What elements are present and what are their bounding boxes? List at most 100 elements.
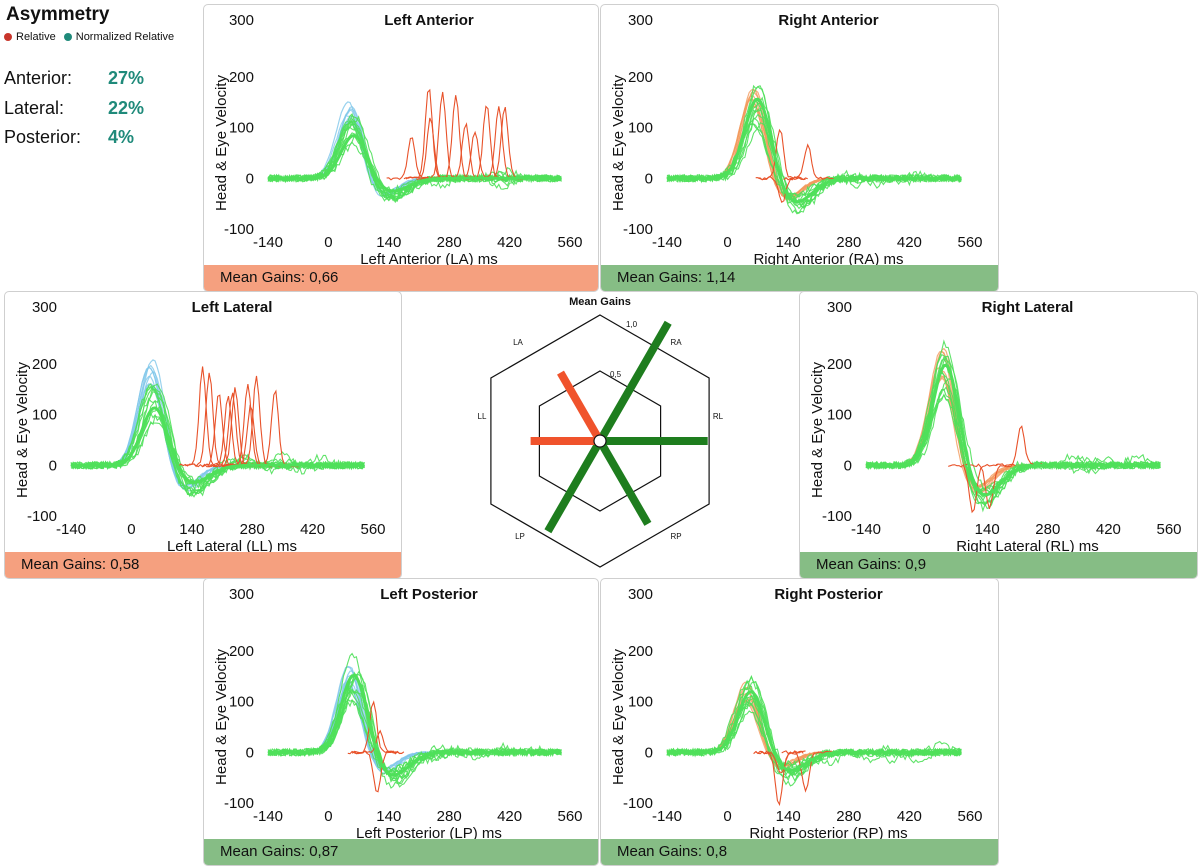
y-tick-label: 200 (32, 356, 57, 373)
y-axis-label: Head & Eye Velocity (809, 362, 826, 498)
y-tick-label: 0 (645, 744, 653, 761)
radar-gain-bar-ra (596, 320, 672, 443)
eye-velocity-trace (666, 681, 962, 778)
x-axis-label: Right Anterior (RA) ms (753, 251, 903, 265)
x-axis-label: Right Lateral (RL) ms (956, 538, 1099, 552)
radar-outer-ring (490, 314, 710, 568)
eye-velocity-trace (666, 99, 962, 204)
panel-title: Left Posterior (380, 586, 478, 603)
eye-velocity-trace (70, 396, 365, 492)
head-velocity-trace (666, 681, 962, 770)
x-tick-label: 560 (957, 234, 982, 251)
radar-ring-label: 0,5 (610, 370, 622, 379)
radar-axis-label-la: LA (513, 338, 523, 347)
head-velocity-trace (666, 685, 962, 769)
y-tick-label: 200 (229, 69, 254, 86)
radar-axis-label-rl: RL (713, 412, 724, 421)
x-tick-label: -140 (253, 808, 283, 825)
y-tick-label: 100 (229, 694, 254, 711)
x-tick-label: 0 (922, 521, 930, 538)
mean-gain-bar-right-lateral: Mean Gains: 0,9 (800, 552, 1197, 578)
panel-left-lateral: Left Lateral -100 0 100 200 300 Head & Eye Vel… (4, 291, 402, 579)
eye-velocity-trace (865, 358, 1161, 504)
eye-velocity-trace (267, 120, 562, 202)
saccade-spike (755, 750, 806, 774)
y-axis-label: Head & Eye Velocity (213, 649, 230, 785)
traces (70, 359, 365, 498)
asymmetry-summary: Asymmetry Relative Normalized Relative A… (4, 4, 175, 147)
saccade-spike (757, 176, 808, 204)
y-tick-label: 0 (246, 744, 254, 761)
panel-title: Left Lateral (192, 299, 273, 316)
x-axis-label: Left Anterior (LA) ms (360, 251, 498, 265)
mean-gain-bar-left-lateral: Mean Gains: 0,58 (5, 552, 401, 578)
x-tick-label: -140 (652, 808, 682, 825)
saccade-spike (478, 106, 530, 181)
x-tick-label: 0 (324, 234, 332, 251)
y-tick-label: 0 (844, 457, 852, 474)
eye-velocity-trace (666, 122, 962, 199)
panel-right-posterior: Right Posterior -100 0 100 200 300 Head & Eye … (600, 578, 999, 866)
traces (267, 88, 562, 204)
y-tick-label: 200 (628, 69, 653, 86)
x-tick-label: 420 (897, 808, 922, 825)
x-tick-label: 560 (557, 808, 582, 825)
y-tick-label: 300 (628, 12, 653, 29)
panel-right-anterior: Right Anterior -100 0 100 200 300 Head & Eye V… (600, 4, 999, 292)
radar-gain-bar-la (557, 370, 604, 444)
radar-axis-label-lp: LP (515, 532, 525, 541)
y-tick-label: 200 (827, 356, 852, 373)
asymmetry-legend: Relative Normalized Relative (4, 31, 174, 43)
mean-gain-bar-left-anterior: Mean Gains: 0,66 (204, 265, 598, 291)
eye-velocity-trace (865, 353, 1161, 506)
mean-eye-trace (667, 97, 962, 204)
y-tick-label: 300 (229, 586, 254, 603)
x-tick-label: 140 (179, 521, 204, 538)
saccade-spike (178, 366, 229, 468)
x-tick-label: 140 (975, 521, 1000, 538)
y-tick-label: 300 (229, 12, 254, 29)
y-tick-label: 0 (645, 170, 653, 187)
x-tick-label: 420 (497, 234, 522, 251)
saccade-spike (461, 105, 512, 181)
radar-axis-label-rp: RP (670, 532, 681, 541)
panel-title: Right Posterior (774, 586, 883, 603)
saccade-spike (965, 463, 1016, 509)
saccade-spike (995, 425, 1046, 468)
mean-eye-trace (268, 134, 562, 193)
saccade-spike (386, 137, 437, 181)
head-velocity-trace (666, 91, 962, 200)
x-tick-label: 280 (836, 234, 861, 251)
normalized-dot-icon (63, 33, 72, 42)
x-tick-label: 140 (776, 808, 801, 825)
y-tick-label: -100 (27, 508, 57, 525)
x-tick-label: 420 (897, 234, 922, 251)
x-tick-label: 140 (776, 234, 801, 251)
x-tick-label: -140 (652, 234, 682, 251)
radar-gain-bar-lp (544, 438, 604, 534)
eye-velocity-trace (666, 675, 962, 782)
mean-gains-radar: Mean Gains 1,0 0,5 RA RL RP LP LL LA (478, 296, 724, 568)
mean-eye-trace (268, 673, 562, 777)
y-tick-label: 300 (628, 586, 653, 603)
y-tick-label: 100 (229, 120, 254, 137)
radar-ring-label: 1,0 (626, 320, 638, 329)
x-tick-label: 280 (437, 234, 462, 251)
traces (666, 675, 962, 807)
y-tick-label: -100 (822, 508, 852, 525)
x-tick-label: 0 (127, 521, 135, 538)
y-tick-label: 0 (49, 457, 57, 474)
saccade-spike (948, 463, 999, 514)
panel-title: Left Anterior (384, 12, 474, 29)
eye-velocity-trace (865, 370, 1161, 502)
x-tick-label: -140 (851, 521, 881, 538)
panel-right-lateral: Right Lateral -100 0 100 200 300 Head & Eye Ve… (799, 291, 1198, 579)
x-tick-label: 280 (240, 521, 265, 538)
y-tick-label: 200 (628, 643, 653, 660)
x-tick-label: 420 (497, 808, 522, 825)
x-tick-label: 0 (324, 808, 332, 825)
saccade-spike (431, 95, 482, 181)
traces (267, 652, 562, 793)
x-axis-label: Left Posterior (LP) ms (356, 825, 502, 839)
x-axis-label: Right Posterior (RP) ms (749, 825, 907, 839)
